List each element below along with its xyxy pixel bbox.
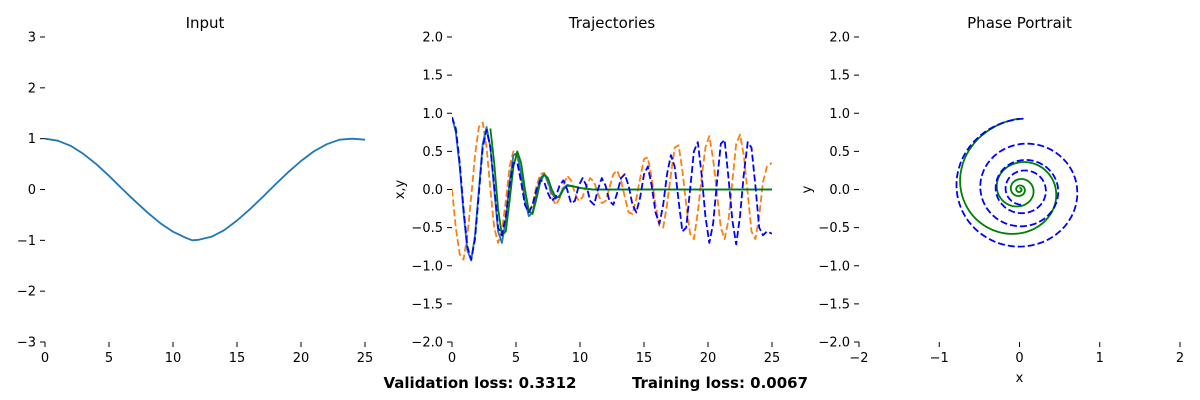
phase-trajectory <box>959 117 1058 235</box>
x-tick-label: −1 <box>930 351 949 366</box>
y-tick-label: −2 <box>17 285 36 300</box>
x-tick-label: 2 <box>1176 351 1184 366</box>
x-tick-label: 1 <box>1096 351 1104 366</box>
x-tick-label: 0 <box>448 351 456 366</box>
y-tick-label: 1.0 <box>422 107 443 122</box>
y-tick-label: −1.5 <box>818 297 850 312</box>
y-tick-label: −1 <box>17 234 36 249</box>
x-tick-label: 15 <box>229 351 246 366</box>
x-tick-label: 5 <box>512 351 520 366</box>
trajectories-panel: Trajectories −2.0 −1.5 −1.0 −0.5 0.0 0.5 1.0 1.5… <box>393 14 780 366</box>
y-tick-label: −2.0 <box>818 336 850 351</box>
x-axis-label: x <box>1016 371 1024 386</box>
y-tick-label: 1.0 <box>829 107 850 122</box>
y-tick-label: 2.0 <box>829 31 850 46</box>
input-panel: Input −3 −2 −1 0 1 2 3 0 5 10 15 20 25 <box>17 14 373 366</box>
x-tick-label: 0 <box>1015 351 1023 366</box>
y-tick-label: −1.5 <box>411 297 443 312</box>
y-axis-label: x,y <box>393 179 408 199</box>
y-tick-label: −3 <box>17 336 36 351</box>
y-tick-label: 2.0 <box>422 31 443 46</box>
y-tick-label: 0.5 <box>422 145 443 160</box>
y-axis-label: y <box>800 185 815 193</box>
x-tick-label: 10 <box>165 351 182 366</box>
y-tick-label: −1.0 <box>818 259 850 274</box>
phase-trajectory <box>955 117 1079 248</box>
panel-title: Trajectories <box>568 14 656 32</box>
y-tick-label: 3 <box>28 31 36 46</box>
y-tick-label: −0.5 <box>411 221 443 236</box>
series-line <box>452 116 772 261</box>
validation-loss-label: Validation loss: 0.3312 <box>384 374 577 392</box>
phase-portrait-panel: Phase Portrait −2.0 −1.5 −1.0 −0.5 0.0 0.5 1.0 1… <box>800 14 1184 386</box>
panel-title: Input <box>186 14 225 32</box>
x-tick-label: 20 <box>700 351 717 366</box>
y-tick-label: 2 <box>28 81 36 96</box>
x-tick-label: 25 <box>357 351 374 366</box>
y-tick-label: 1 <box>28 132 36 147</box>
x-tick-label: 15 <box>636 351 653 366</box>
x-tick-label: −2 <box>849 351 868 366</box>
x-tick-label: 0 <box>41 351 49 366</box>
y-tick-label: 1.5 <box>422 69 443 84</box>
y-tick-label: 1.5 <box>829 69 850 84</box>
training-loss-label: Training loss: 0.0067 <box>632 374 808 392</box>
x-tick-label: 5 <box>105 351 113 366</box>
y-tick-label: 0.0 <box>422 183 443 198</box>
series-line <box>45 137 365 242</box>
y-tick-label: −2.0 <box>411 336 443 351</box>
x-tick-label: 25 <box>764 351 781 366</box>
y-tick-label: −0.5 <box>818 221 850 236</box>
series-line <box>452 121 772 261</box>
series-line <box>489 128 772 237</box>
y-tick-label: 0 <box>28 183 36 198</box>
y-tick-label: 0.5 <box>829 145 850 160</box>
x-tick-label: 20 <box>293 351 310 366</box>
y-tick-label: 0.0 <box>829 183 850 198</box>
x-tick-label: 10 <box>572 351 589 366</box>
y-tick-label: −1.0 <box>411 259 443 274</box>
panel-title: Phase Portrait <box>967 14 1072 32</box>
